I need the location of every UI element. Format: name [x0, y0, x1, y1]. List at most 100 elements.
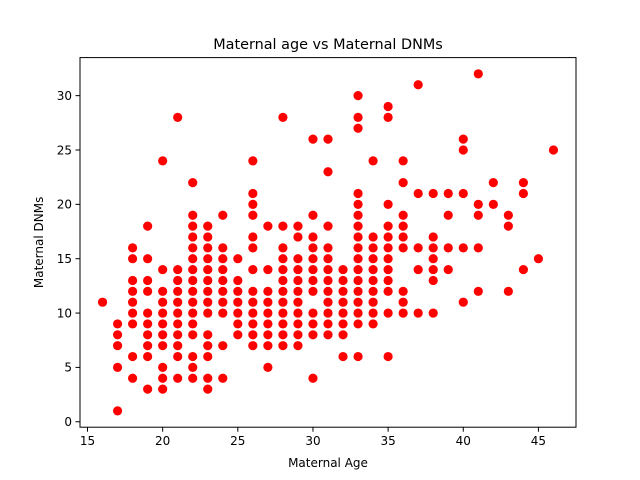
data-point-248 [503, 221, 513, 231]
data-point-34 [158, 264, 168, 275]
data-point-150 [308, 134, 318, 144]
data-point-71 [203, 275, 213, 286]
data-point-12 [128, 275, 138, 286]
x-tick-label-35: 35 [380, 434, 395, 448]
data-point-156 [323, 275, 333, 286]
data-point-230 [428, 188, 438, 199]
data-point-251 [518, 188, 528, 199]
data-point-159 [323, 243, 333, 253]
data-point-16 [143, 351, 153, 362]
data-point-82 [218, 275, 228, 286]
data-point-44 [173, 275, 183, 286]
data-point-90 [233, 297, 243, 307]
data-point-188 [368, 319, 378, 329]
data-point-113 [263, 286, 273, 296]
data-point-107 [263, 362, 273, 373]
data-point-14 [128, 243, 138, 253]
data-point-176 [353, 275, 363, 286]
data-point-235 [458, 297, 468, 307]
data-point-148 [308, 232, 318, 242]
data-point-13 [128, 254, 138, 264]
data-point-118 [278, 319, 288, 329]
data-point-135 [293, 264, 303, 275]
data-point-169 [338, 275, 348, 286]
data-point-228 [428, 243, 438, 253]
data-point-132 [293, 297, 303, 307]
data-point-195 [368, 243, 378, 253]
data-point-243 [473, 199, 483, 209]
data-point-128 [293, 341, 303, 351]
data-point-56 [188, 264, 198, 275]
data-point-215 [398, 221, 408, 231]
data-point-143 [308, 286, 318, 296]
data-point-42 [173, 297, 183, 307]
data-point-70 [203, 286, 213, 296]
data-point-216 [398, 210, 408, 220]
data-point-130 [293, 319, 303, 329]
data-point-166 [338, 308, 348, 318]
data-point-146 [308, 254, 318, 264]
data-point-134 [293, 275, 303, 286]
data-point-123 [278, 264, 288, 275]
data-point-193 [368, 264, 378, 275]
data-point-51 [188, 319, 198, 329]
data-point-127 [278, 112, 288, 122]
data-point-208 [383, 112, 393, 122]
data-point-101 [248, 243, 258, 253]
data-point-198 [383, 351, 393, 362]
data-point-19 [143, 319, 153, 329]
data-point-200 [383, 286, 393, 296]
data-point-43 [173, 286, 183, 296]
x-tick-label-45: 45 [531, 434, 546, 448]
data-point-203 [383, 254, 393, 264]
data-point-253 [533, 254, 544, 264]
data-point-155 [323, 286, 333, 296]
data-point-210 [398, 308, 408, 318]
data-point-91 [233, 286, 243, 296]
data-point-182 [353, 210, 363, 220]
data-point-73 [203, 254, 213, 264]
data-point-125 [278, 243, 288, 253]
x-tick-label-30: 30 [305, 434, 320, 448]
data-point-65 [203, 351, 213, 362]
data-point-184 [353, 188, 363, 199]
data-point-201 [383, 275, 393, 286]
data-point-75 [203, 232, 213, 242]
data-point-173 [353, 308, 363, 318]
data-point-50 [188, 330, 198, 340]
data-point-165 [338, 319, 348, 329]
data-point-1 [112, 406, 123, 416]
data-point-100 [248, 264, 258, 275]
data-point-17 [143, 341, 153, 351]
data-point-234 [443, 188, 453, 199]
data-point-124 [278, 254, 288, 264]
data-point-105 [248, 188, 258, 199]
data-point-21 [143, 286, 153, 296]
x-tick-label-40: 40 [456, 434, 471, 448]
data-point-31 [158, 308, 168, 318]
data-point-92 [233, 275, 243, 286]
data-point-18 [143, 330, 153, 340]
data-point-10 [128, 297, 138, 307]
axis-ticks: 15 20 25 30 35 40 45 0 5 10 15 20 25 30 [57, 89, 546, 448]
y-tick-label-20: 20 [57, 198, 72, 212]
data-point-11 [128, 286, 138, 296]
data-point-116 [278, 341, 288, 351]
data-point-23 [143, 254, 153, 264]
data-point-245 [488, 199, 498, 209]
data-point-15 [143, 384, 153, 394]
data-point-49 [188, 351, 198, 362]
data-point-60 [188, 221, 198, 231]
data-point-221 [413, 243, 423, 253]
data-point-181 [353, 221, 363, 231]
data-point-54 [188, 286, 198, 296]
data-point-8 [128, 319, 138, 329]
data-point-119 [278, 308, 288, 318]
data-point-81 [218, 286, 228, 296]
data-point-224 [428, 308, 438, 318]
data-point-4 [112, 330, 123, 340]
data-point-121 [278, 286, 288, 296]
data-point-46 [173, 112, 183, 122]
data-point-237 [458, 188, 468, 199]
data-point-178 [353, 254, 363, 264]
